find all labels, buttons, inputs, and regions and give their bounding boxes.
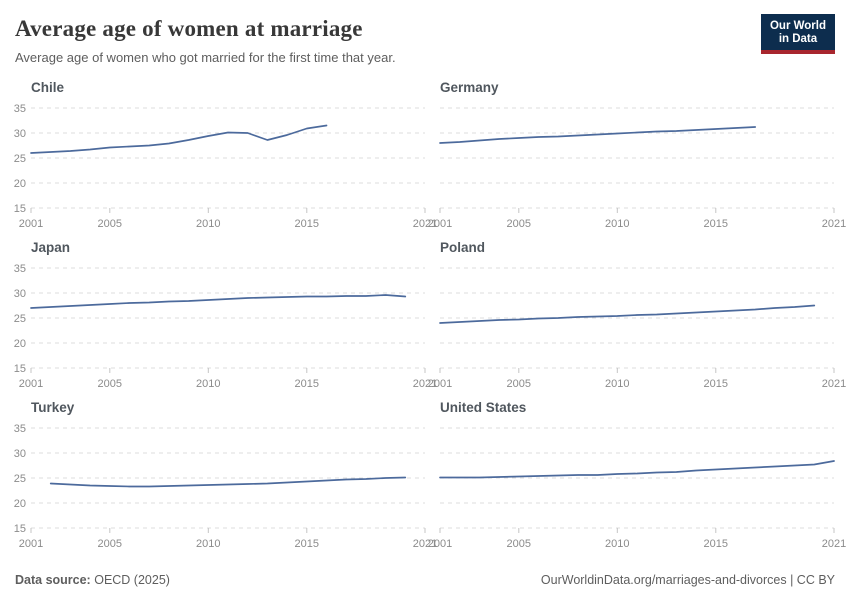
svg-text:2005: 2005 — [98, 378, 122, 390]
svg-text:20: 20 — [14, 338, 26, 350]
gridlines — [440, 107, 834, 209]
x-axis: 2001 2005 2010 2015 2021 — [19, 368, 437, 390]
svg-text:2015: 2015 — [295, 218, 319, 230]
facet-title-japan: Japan — [31, 240, 71, 255]
gridlines — [31, 267, 425, 369]
facet-turkey: Turkey 15 20 25 30 35 2001 2005 2010 2015 2021 — [14, 400, 437, 555]
svg-text:35: 35 — [14, 103, 26, 115]
header-text: Average age of women at marriage Average… — [15, 14, 396, 65]
data-line-germany — [439, 126, 757, 144]
svg-text:30: 30 — [14, 128, 26, 140]
chart-japan: 15 20 25 30 35 2001 2005 2010 2015 2021 — [14, 263, 437, 390]
facet-title-poland: Poland — [440, 240, 486, 255]
facet-poland: Poland 2001 2005 2010 2015 2021 — [428, 240, 846, 395]
svg-text:2005: 2005 — [98, 538, 122, 550]
owid-logo-line1: Our World — [769, 20, 826, 32]
y-axis-labels: 15 20 25 30 35 — [14, 103, 26, 215]
svg-text:2015: 2015 — [704, 218, 728, 230]
svg-text:25: 25 — [14, 153, 26, 165]
data-line-poland — [439, 304, 816, 324]
facet-title-germany: Germany — [440, 80, 499, 95]
facet-grid: Chile 15 20 25 30 35 2001 2005 2010 2015 2021 Ger… — [0, 80, 850, 560]
x-axis: 2001 2005 2010 2015 2021 — [19, 208, 437, 230]
svg-text:2005: 2005 — [507, 538, 531, 550]
svg-text:2010: 2010 — [605, 218, 629, 230]
footer: Data source: OECD (2025) OurWorldinData.… — [0, 573, 850, 600]
svg-text:2010: 2010 — [196, 378, 220, 390]
chart-poland: 2001 2005 2010 2015 2021 — [428, 267, 846, 390]
svg-text:2015: 2015 — [704, 538, 728, 550]
chart-chile: 15 20 25 30 35 2001 2005 2010 2015 2021 — [14, 103, 437, 230]
data-source-value: OECD (2025) — [94, 573, 170, 587]
svg-text:2001: 2001 — [428, 378, 452, 390]
svg-text:2021: 2021 — [822, 378, 846, 390]
facet-title-turkey: Turkey — [31, 400, 75, 415]
facet-united-states: United States 2001 2005 2010 2015 2021 — [428, 400, 846, 555]
facet-title-united-states: United States — [440, 400, 527, 415]
svg-text:2001: 2001 — [19, 538, 43, 550]
svg-text:35: 35 — [14, 263, 26, 275]
facet-japan: Japan 15 20 25 30 35 2001 2005 2010 2015 2021 — [14, 240, 437, 395]
svg-text:2001: 2001 — [428, 538, 452, 550]
svg-text:2021: 2021 — [822, 538, 846, 550]
footer-attribution: OurWorldinData.org/marriages-and-divorce… — [540, 573, 835, 587]
gridlines — [440, 427, 834, 529]
svg-text:35: 35 — [14, 423, 26, 435]
svg-text:2010: 2010 — [196, 218, 220, 230]
x-axis: 2001 2005 2010 2015 2021 — [428, 208, 846, 230]
facet-chile: Chile 15 20 25 30 35 2001 2005 2010 2015 2021 — [14, 80, 437, 235]
chart-germany: 2001 2005 2010 2015 2021 — [428, 107, 846, 230]
svg-text:2005: 2005 — [507, 378, 531, 390]
svg-text:2010: 2010 — [605, 538, 629, 550]
svg-text:2015: 2015 — [295, 378, 319, 390]
x-axis: 2001 2005 2010 2015 2021 — [428, 528, 846, 550]
svg-text:2021: 2021 — [413, 538, 437, 550]
facet-germany: Germany 2001 2005 2010 2015 2021 — [428, 80, 846, 235]
svg-text:2010: 2010 — [605, 378, 629, 390]
y-axis-labels: 15 20 25 30 35 — [14, 263, 26, 375]
data-line-chile — [30, 124, 328, 154]
svg-text:20: 20 — [14, 178, 26, 190]
svg-text:2005: 2005 — [507, 218, 531, 230]
chart-turkey: 15 20 25 30 35 2001 2005 2010 2015 2021 — [14, 423, 437, 550]
svg-text:2001: 2001 — [19, 378, 43, 390]
svg-text:2010: 2010 — [196, 538, 220, 550]
data-source-note: Data source: OECD (2025) — [15, 573, 170, 587]
data-line-united-states — [439, 460, 835, 479]
x-axis: 2001 2005 2010 2015 2021 — [19, 528, 437, 550]
owid-logo: Our World in Data — [760, 14, 835, 54]
owid-logo-line2: in Data — [778, 33, 818, 45]
svg-text:2015: 2015 — [704, 378, 728, 390]
svg-text:15: 15 — [14, 523, 26, 535]
svg-text:2021: 2021 — [413, 218, 437, 230]
svg-text:2015: 2015 — [295, 538, 319, 550]
facet-title-chile: Chile — [31, 80, 65, 95]
chart-united-states: 2001 2005 2010 2015 2021 — [428, 427, 846, 550]
svg-text:15: 15 — [14, 363, 26, 375]
gridlines — [31, 107, 425, 209]
svg-text:15: 15 — [14, 203, 26, 215]
page-title: Average age of women at marriage — [15, 16, 363, 41]
svg-text:20: 20 — [14, 498, 26, 510]
svg-text:25: 25 — [14, 473, 26, 485]
svg-text:2005: 2005 — [98, 218, 122, 230]
y-axis-labels: 15 20 25 30 35 — [14, 423, 26, 535]
svg-text:2021: 2021 — [413, 378, 437, 390]
x-axis: 2001 2005 2010 2015 2021 — [428, 368, 846, 390]
data-source-label: Data source: — [15, 573, 91, 587]
svg-text:30: 30 — [14, 448, 26, 460]
header: Average age of women at marriage Average… — [0, 0, 850, 65]
svg-text:2021: 2021 — [822, 218, 846, 230]
svg-text:30: 30 — [14, 288, 26, 300]
svg-text:25: 25 — [14, 313, 26, 325]
data-line-japan — [30, 294, 407, 309]
svg-text:2001: 2001 — [19, 218, 43, 230]
svg-text:2001: 2001 — [428, 218, 452, 230]
gridlines — [31, 427, 425, 529]
page-subtitle: Average age of women who got married for… — [15, 50, 396, 65]
data-line-turkey — [49, 476, 407, 488]
gridlines — [440, 267, 834, 369]
